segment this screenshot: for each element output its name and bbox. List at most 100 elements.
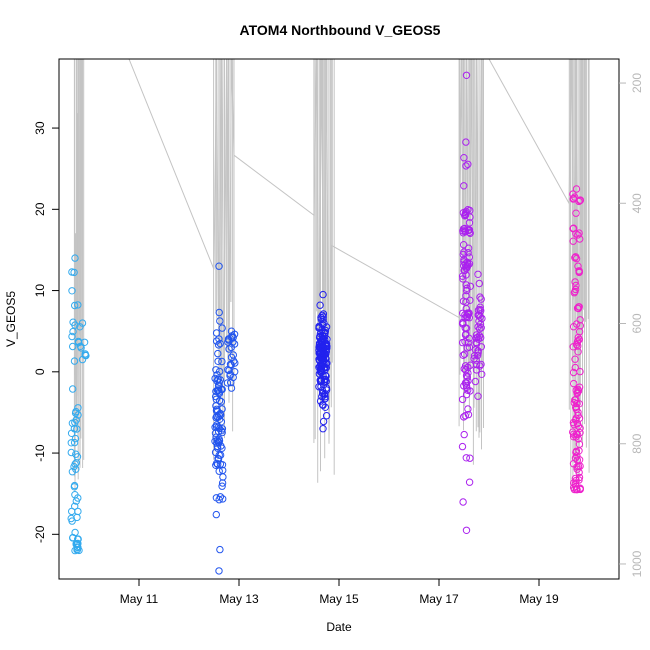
data-point bbox=[465, 228, 474, 237]
data-point bbox=[71, 301, 79, 310]
data-point bbox=[218, 425, 227, 433]
y2-tick-label: 1000 bbox=[630, 550, 644, 577]
data-point bbox=[576, 367, 584, 376]
data-point bbox=[70, 268, 78, 277]
data-point bbox=[569, 428, 577, 436]
data-point bbox=[574, 387, 583, 395]
data-point bbox=[322, 364, 330, 372]
data-point bbox=[315, 323, 323, 331]
data-point bbox=[458, 338, 467, 347]
data-point bbox=[224, 338, 232, 346]
data-point bbox=[460, 430, 468, 439]
data-point bbox=[212, 337, 221, 345]
data-point bbox=[573, 452, 581, 460]
pressure-profiles bbox=[73, 59, 590, 492]
x-tick-label: May 11 bbox=[120, 592, 159, 606]
data-point bbox=[571, 278, 579, 286]
data-point bbox=[70, 483, 79, 491]
data-point bbox=[575, 440, 584, 448]
data-point bbox=[575, 303, 583, 311]
data-point bbox=[318, 392, 326, 401]
data-point bbox=[227, 327, 236, 335]
y2-axis: 200 400 600 800 1000 bbox=[619, 73, 644, 577]
data-point bbox=[71, 546, 79, 555]
data-point bbox=[476, 362, 484, 370]
data-point bbox=[214, 349, 222, 358]
data-point bbox=[462, 526, 471, 534]
data-point bbox=[71, 460, 79, 468]
data-point bbox=[71, 254, 79, 262]
data-point bbox=[572, 448, 580, 457]
data-point bbox=[226, 370, 235, 378]
data-point bbox=[322, 323, 331, 331]
data-point bbox=[576, 235, 584, 243]
data-point bbox=[219, 473, 227, 481]
data-point bbox=[462, 281, 470, 289]
data-point bbox=[460, 413, 468, 421]
series-4 bbox=[458, 71, 486, 534]
data-point bbox=[472, 338, 480, 347]
data-point bbox=[569, 237, 577, 245]
data-point bbox=[572, 396, 580, 404]
data-point bbox=[464, 249, 472, 257]
data-point bbox=[216, 545, 224, 554]
data-point bbox=[458, 442, 467, 451]
data-point bbox=[74, 535, 82, 543]
data-point bbox=[474, 392, 482, 400]
y-tick-label: 20 bbox=[33, 202, 47, 216]
data-point bbox=[463, 258, 471, 266]
data-point bbox=[462, 207, 470, 216]
data-point bbox=[570, 379, 578, 388]
data-point bbox=[67, 514, 75, 523]
data-point bbox=[472, 356, 480, 364]
data-point bbox=[74, 404, 82, 412]
data-point bbox=[68, 468, 77, 476]
data-point bbox=[463, 344, 471, 352]
data-point bbox=[213, 386, 222, 394]
data-point bbox=[572, 403, 580, 411]
data-point bbox=[471, 377, 480, 386]
data-point bbox=[213, 405, 221, 413]
data-point bbox=[231, 359, 239, 367]
data-point bbox=[464, 377, 472, 385]
series-3 bbox=[315, 290, 331, 433]
data-point bbox=[80, 338, 89, 346]
data-point bbox=[230, 357, 238, 365]
data-point bbox=[462, 390, 471, 399]
data-point bbox=[76, 342, 85, 350]
data-point bbox=[575, 335, 583, 344]
y-tick-label: -20 bbox=[33, 525, 47, 543]
data-point bbox=[464, 339, 472, 347]
y-axis-label: V_GEOS5 bbox=[4, 291, 18, 347]
data-point bbox=[569, 433, 578, 441]
data-point bbox=[475, 279, 483, 288]
data-point bbox=[213, 436, 221, 445]
x-axis: May 11 May 13 May 15 May 17 May 19 bbox=[120, 579, 559, 606]
y-tick-label: 10 bbox=[33, 284, 47, 298]
data-point bbox=[319, 425, 327, 433]
data-point bbox=[68, 332, 76, 341]
data-point bbox=[474, 323, 482, 331]
data-point bbox=[460, 182, 468, 190]
data-point bbox=[474, 351, 482, 360]
data-point bbox=[464, 244, 473, 252]
data-point bbox=[476, 293, 484, 301]
data-point bbox=[69, 385, 77, 393]
data-point bbox=[571, 474, 580, 483]
y-tick-label: 0 bbox=[33, 368, 47, 375]
data-point bbox=[215, 308, 223, 317]
data-point bbox=[213, 442, 222, 450]
data-point bbox=[67, 448, 76, 457]
data-point bbox=[78, 319, 87, 327]
data-point bbox=[227, 353, 236, 361]
series-2 bbox=[211, 262, 239, 575]
data-point bbox=[463, 284, 471, 292]
data-point bbox=[215, 262, 223, 270]
data-point bbox=[576, 429, 584, 437]
y2-tick-label: 800 bbox=[630, 433, 644, 453]
data-point bbox=[575, 267, 584, 276]
data-point bbox=[466, 282, 475, 290]
data-point bbox=[572, 230, 580, 238]
data-point bbox=[214, 387, 222, 395]
data-point bbox=[458, 395, 467, 404]
